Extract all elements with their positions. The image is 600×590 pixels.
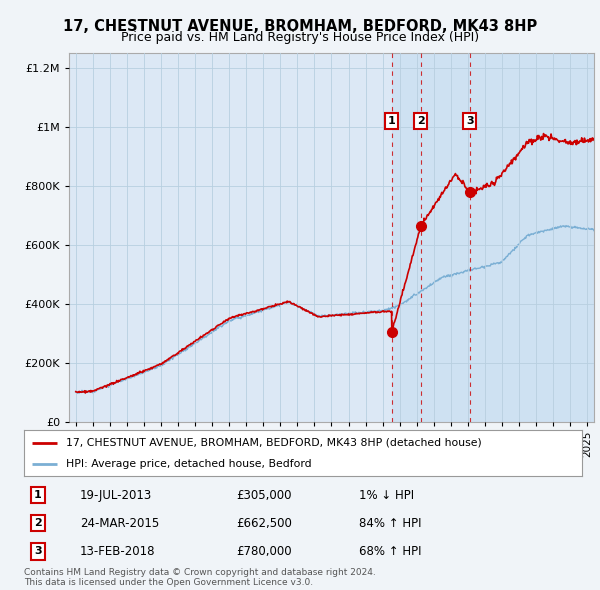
Text: £662,500: £662,500 — [236, 517, 292, 530]
Text: 24-MAR-2015: 24-MAR-2015 — [80, 517, 159, 530]
Text: 17, CHESTNUT AVENUE, BROMHAM, BEDFORD, MK43 8HP: 17, CHESTNUT AVENUE, BROMHAM, BEDFORD, M… — [63, 19, 537, 34]
Text: 13-FEB-2018: 13-FEB-2018 — [80, 545, 155, 558]
Text: HPI: Average price, detached house, Bedford: HPI: Average price, detached house, Bedf… — [66, 458, 311, 468]
Text: £305,000: £305,000 — [236, 489, 292, 502]
Text: 3: 3 — [34, 546, 42, 556]
Text: 2: 2 — [34, 518, 42, 528]
Text: Contains HM Land Registry data © Crown copyright and database right 2024.
This d: Contains HM Land Registry data © Crown c… — [24, 568, 376, 587]
Text: 19-JUL-2013: 19-JUL-2013 — [80, 489, 152, 502]
Text: 2: 2 — [417, 116, 425, 126]
Text: £780,000: £780,000 — [236, 545, 292, 558]
Text: 1% ↓ HPI: 1% ↓ HPI — [359, 489, 414, 502]
Text: 17, CHESTNUT AVENUE, BROMHAM, BEDFORD, MK43 8HP (detached house): 17, CHESTNUT AVENUE, BROMHAM, BEDFORD, M… — [66, 438, 482, 448]
Bar — [470, 53, 594, 422]
Text: 1: 1 — [34, 490, 42, 500]
Text: 84% ↑ HPI: 84% ↑ HPI — [359, 517, 421, 530]
Bar — [421, 53, 470, 422]
Text: 68% ↑ HPI: 68% ↑ HPI — [359, 545, 421, 558]
Text: 1: 1 — [388, 116, 396, 126]
Text: Price paid vs. HM Land Registry's House Price Index (HPI): Price paid vs. HM Land Registry's House … — [121, 31, 479, 44]
Bar — [392, 53, 421, 422]
Text: 3: 3 — [466, 116, 474, 126]
